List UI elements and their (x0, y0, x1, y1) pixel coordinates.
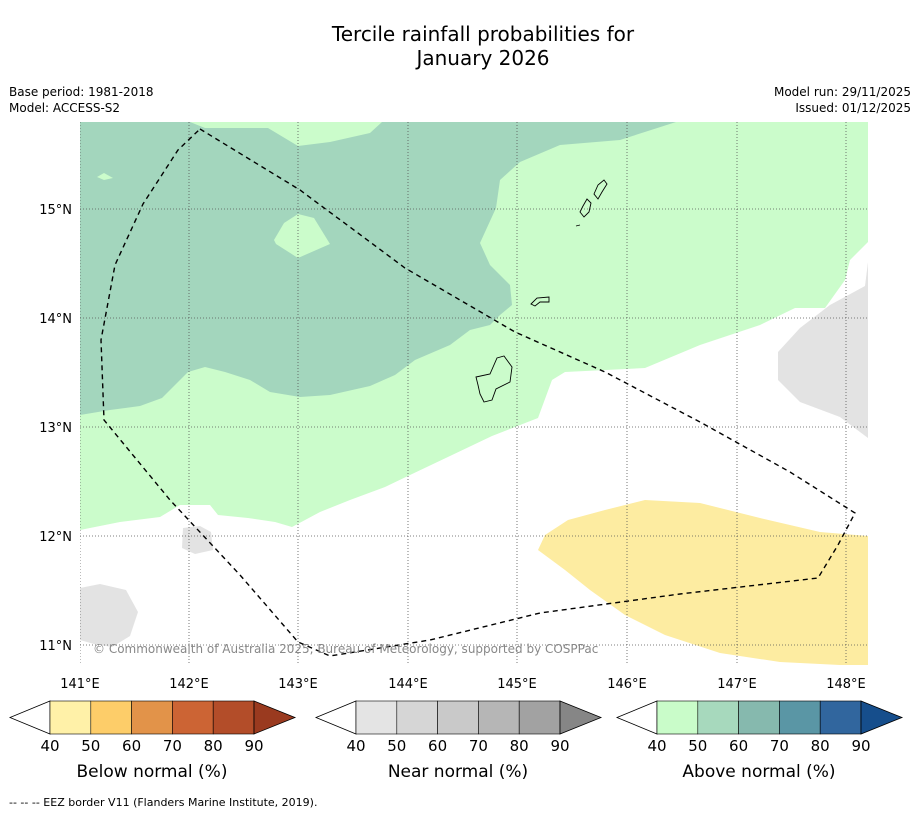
colorbar-title: Near normal (%) (388, 762, 528, 782)
lat-label: 15°N (39, 203, 72, 218)
colorbar-title: Below normal (%) (77, 762, 228, 782)
colorbar-over-triangle (559, 700, 603, 735)
title-line-2: January 2026 (416, 46, 550, 70)
colorbar-under-triangle (8, 700, 51, 735)
above-normal-40-island (274, 214, 330, 258)
colorbar-below-normal: 40 50 60 70 80 90 Below normal (%) (8, 700, 297, 782)
guam-island (475, 355, 513, 403)
colorbar-tick-label: 80 (204, 737, 223, 755)
colorbar-tick-label: 80 (510, 737, 529, 755)
colorbar-tick-label: 40 (346, 737, 365, 755)
colorbar-segment (656, 700, 699, 735)
rota-island (530, 296, 550, 307)
colorbar-title: Above normal (%) (682, 762, 835, 782)
right-meta: Model run: 29/11/2025 Issued: 01/12/2025 (774, 84, 911, 116)
lon-label: 148°E (826, 677, 866, 692)
longitude-labels: 141°E 142°E 143°E 144°E 145°E 146°E 147°… (60, 677, 866, 692)
lat-label: 11°N (39, 639, 72, 654)
colorbar-tick-label: 70 (770, 737, 789, 755)
below-normal-40-region (538, 500, 868, 665)
eez-border (100, 128, 856, 657)
colorbar-tick-label: 40 (40, 737, 59, 755)
lon-label: 146°E (607, 677, 647, 692)
near-normal-small-patch (182, 526, 213, 554)
issued-date: Issued: 01/12/2025 (795, 101, 911, 115)
colorbar-tick-label: 50 (688, 737, 707, 755)
colorbar-segment (396, 700, 438, 735)
colorbar-tick-label: 70 (163, 737, 182, 755)
base-period: Base period: 1981-2018 (9, 85, 154, 99)
colorbar-segment (131, 700, 173, 735)
colorbar-tick-label: 60 (428, 737, 447, 755)
left-meta: Base period: 1981-2018 Model: ACCESS-S2 (9, 84, 154, 116)
aguijan-island (575, 224, 581, 227)
copyright-text: © Commonwealth of Australia 2025, Bureau… (93, 642, 598, 656)
colorbar-near-normal: 40 50 60 70 80 90 Near normal (%) (314, 700, 603, 782)
colorbar-tick-label: 90 (851, 737, 870, 755)
model-run: Model run: 29/11/2025 (773, 85, 911, 99)
colorbar-tick-label: 60 (729, 737, 748, 755)
colorbar-segment (779, 700, 821, 735)
lat-label: 14°N (39, 312, 72, 327)
colorbar-under-triangle (615, 700, 658, 735)
lon-label: 147°E (717, 677, 757, 692)
colorbar-over-triangle (860, 700, 904, 735)
colorbar-tick-label: 50 (387, 737, 406, 755)
colorbar-tick-label: 60 (122, 737, 141, 755)
colorbar-tick-label: 50 (81, 737, 100, 755)
colorbar-segment (819, 700, 862, 735)
lon-label: 142°E (169, 677, 209, 692)
near-normal-sw-region (80, 584, 138, 647)
coastlines (475, 179, 608, 403)
above-normal-50-region (80, 122, 676, 415)
eez-footnote: -- -- -- EEZ border V11 (Flanders Marine… (9, 796, 318, 809)
colorbar-segment (90, 700, 132, 735)
above-normal-40-speck (97, 173, 113, 180)
colorbar-segment (49, 700, 92, 735)
colorbar-under-triangle (314, 700, 357, 735)
lon-label: 141°E (60, 677, 100, 692)
saipan-island (593, 179, 608, 200)
lon-label: 144°E (388, 677, 428, 692)
title-line-1: Tercile rainfall probabilities for (331, 22, 635, 46)
colorbar-segment (212, 700, 255, 735)
colorbar-tick-label: 90 (244, 737, 263, 755)
colorbar-segment (172, 700, 214, 735)
lat-label: 12°N (39, 530, 72, 545)
tinian-island (579, 198, 592, 218)
colorbar-over-triangle (253, 700, 297, 735)
colorbar-segment (518, 700, 561, 735)
model-name: Model: ACCESS-S2 (9, 101, 121, 115)
colorbar-tick-label: 40 (647, 737, 666, 755)
lon-label: 143°E (278, 677, 318, 692)
colorbar-segment (437, 700, 479, 735)
map-panel: © Commonwealth of Australia 2025, Bureau… (80, 122, 868, 665)
lon-label: 145°E (497, 677, 537, 692)
colorbar-tick-label: 90 (550, 737, 569, 755)
colorbar-tick-label: 70 (469, 737, 488, 755)
map-title: Tercile rainfall probabilities for Janua… (0, 22, 919, 70)
colorbar-segment (738, 700, 780, 735)
latitude-labels: 15°N 14°N 13°N 12°N 11°N (39, 203, 72, 654)
graticule (80, 122, 868, 665)
colorbar-tick-label: 80 (811, 737, 830, 755)
colorbar-segment (478, 700, 520, 735)
near-normal-east-region (778, 262, 868, 438)
lat-label: 13°N (39, 421, 72, 436)
colorbar-above-normal: 40 50 60 70 80 90 Above normal (%) (615, 700, 904, 782)
colorbar-segment (697, 700, 739, 735)
colorbar-segment (355, 700, 398, 735)
